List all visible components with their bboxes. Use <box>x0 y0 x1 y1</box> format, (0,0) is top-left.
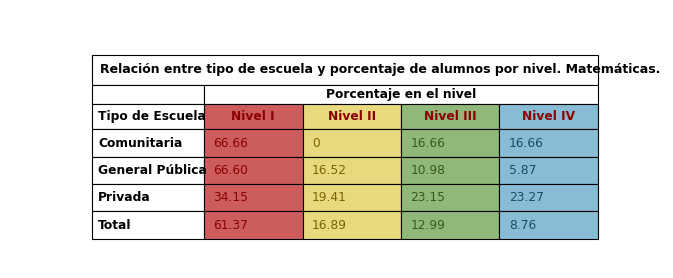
Bar <box>92 85 204 105</box>
Bar <box>499 184 598 212</box>
Bar <box>401 184 499 212</box>
Text: 23.15: 23.15 <box>411 191 446 204</box>
Text: 66.66: 66.66 <box>213 136 248 150</box>
Bar <box>303 157 401 184</box>
Bar <box>303 184 401 212</box>
Text: General Pública: General Pública <box>98 164 207 177</box>
Text: 19.41: 19.41 <box>312 191 347 204</box>
Bar <box>401 129 499 157</box>
Text: 66.60: 66.60 <box>213 164 248 177</box>
Text: Tipo de Escuela: Tipo de Escuela <box>98 110 206 123</box>
Bar <box>401 157 499 184</box>
Text: 16.52: 16.52 <box>312 164 347 177</box>
Text: Nivel II: Nivel II <box>328 110 376 123</box>
Text: Relación entre tipo de escuela y porcentaje de alumnos por nivel. Matemáticas.: Relación entre tipo de escuela y porcent… <box>100 63 660 76</box>
Text: Nivel I: Nivel I <box>232 110 275 123</box>
Text: Privada: Privada <box>98 191 151 204</box>
Text: Nivel III: Nivel III <box>424 110 476 123</box>
Bar <box>204 184 303 212</box>
Bar <box>92 55 598 85</box>
Bar <box>204 157 303 184</box>
Text: 61.37: 61.37 <box>213 219 248 232</box>
Bar <box>92 105 204 129</box>
Text: Total: Total <box>98 219 132 232</box>
Bar <box>204 105 303 129</box>
Bar <box>204 212 303 239</box>
Text: 23.27: 23.27 <box>509 191 544 204</box>
Bar <box>401 105 499 129</box>
Bar <box>204 85 598 105</box>
Bar <box>303 129 401 157</box>
Bar <box>499 105 598 129</box>
Text: 0: 0 <box>312 136 320 150</box>
Text: 34.15: 34.15 <box>213 191 248 204</box>
Bar <box>401 212 499 239</box>
Bar <box>92 212 204 239</box>
Bar <box>499 157 598 184</box>
Text: 8.76: 8.76 <box>509 219 536 232</box>
Text: Comunitaria: Comunitaria <box>98 136 182 150</box>
Text: 5.87: 5.87 <box>509 164 536 177</box>
Bar <box>303 105 401 129</box>
Text: 10.98: 10.98 <box>411 164 446 177</box>
Bar <box>92 129 204 157</box>
Bar <box>204 129 303 157</box>
Bar <box>499 129 598 157</box>
Bar <box>92 157 204 184</box>
Bar <box>303 212 401 239</box>
Text: 16.89: 16.89 <box>312 219 347 232</box>
Text: 12.99: 12.99 <box>411 219 446 232</box>
Bar <box>92 184 204 212</box>
Text: 16.66: 16.66 <box>411 136 446 150</box>
Text: Nivel IV: Nivel IV <box>522 110 575 123</box>
Bar <box>499 212 598 239</box>
Text: Porcentaje en el nivel: Porcentaje en el nivel <box>326 88 476 101</box>
Text: 16.66: 16.66 <box>509 136 544 150</box>
